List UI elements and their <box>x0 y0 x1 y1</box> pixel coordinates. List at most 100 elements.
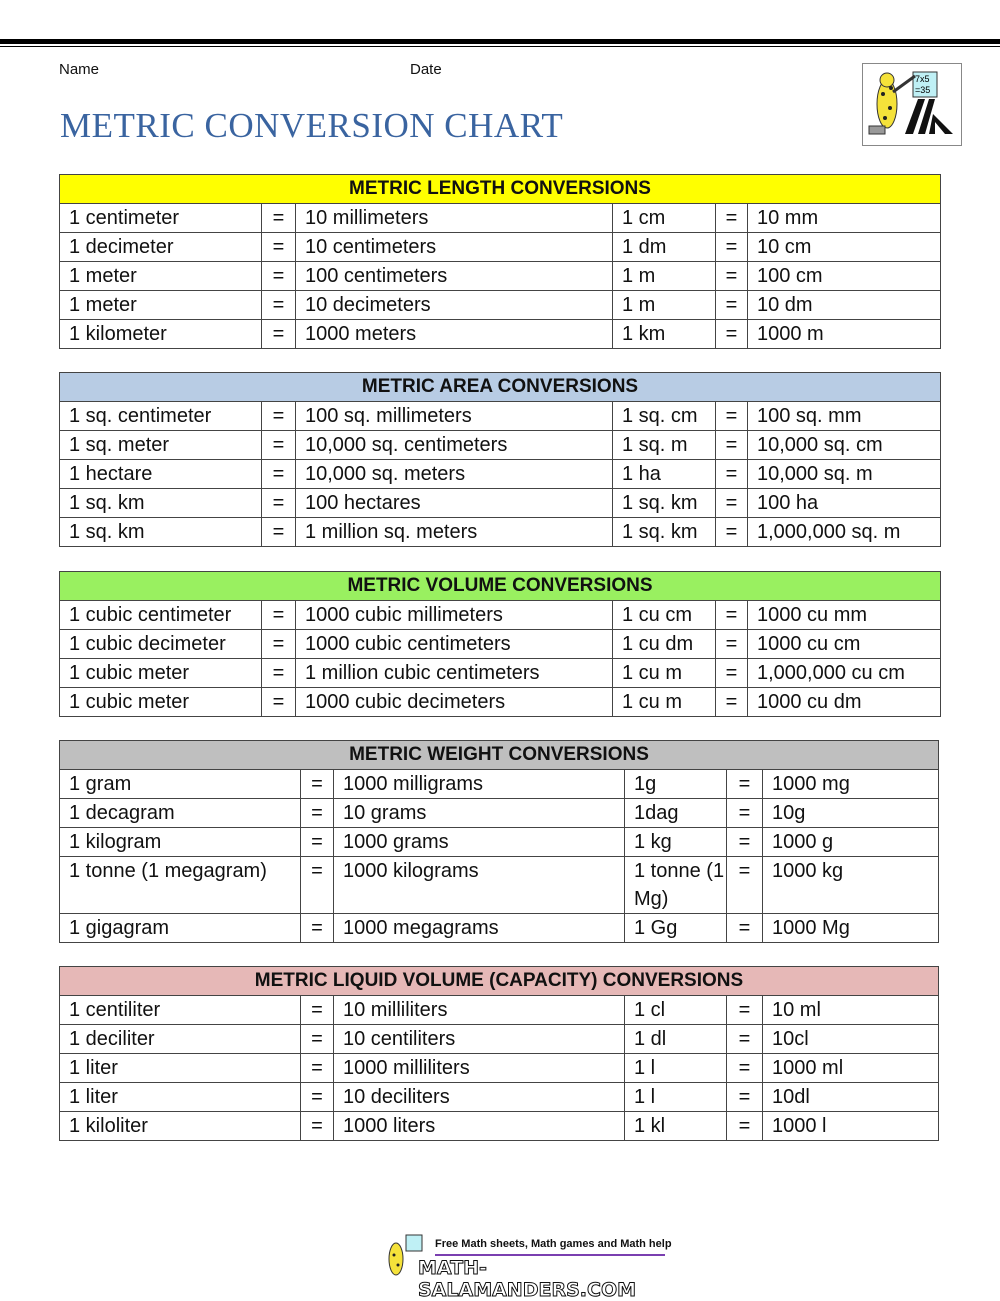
cell-abbrev-equivalent: 10,000 sq. m <box>747 459 941 489</box>
cell-abbrev: 1 cu m <box>612 658 716 688</box>
conversion-table: METRIC AREA CONVERSIONS 1 sq. centimeter =… <box>59 372 941 547</box>
cell-equals: = <box>726 827 763 857</box>
cell-abbrev: 1 km <box>612 319 716 349</box>
cell-abbrev: 1 tonne (1 Mg) <box>624 856 727 914</box>
cell-equals: = <box>715 600 748 630</box>
cell-unit: 1 decagram <box>59 798 301 828</box>
cell-equals: = <box>726 798 763 828</box>
table-row: 1 centimeter = 10 millimeters 1 cm = 10 mm <box>59 203 941 233</box>
cell-equals: = <box>300 1082 334 1112</box>
table-row: 1 decimeter = 10 centimeters 1 dm = 10 cm <box>59 232 941 262</box>
table-row: 1 kilogram = 1000 grams 1 kg = 1000 g <box>59 827 939 857</box>
cell-equals: = <box>261 401 296 431</box>
cell-equivalent: 10 centimeters <box>295 232 613 262</box>
cell-equals: = <box>715 401 748 431</box>
cell-equals: = <box>715 203 748 233</box>
cell-equals: = <box>261 658 296 688</box>
conversion-table: METRIC VOLUME CONVERSIONS 1 cubic centime… <box>59 571 941 717</box>
cell-abbrev-equivalent: 10 ml <box>762 995 939 1025</box>
cell-equivalent: 10 grams <box>333 798 625 828</box>
cell-unit: 1 cubic decimeter <box>59 629 262 659</box>
cell-equals: = <box>715 517 748 547</box>
cell-equals: = <box>715 459 748 489</box>
cell-equivalent: 10 millimeters <box>295 203 613 233</box>
cell-equals: = <box>300 1053 334 1083</box>
cell-abbrev: 1 sq. m <box>612 430 716 460</box>
cell-abbrev-equivalent: 1000 m <box>747 319 941 349</box>
salamander-logo: 7x5 =35 <box>862 63 962 146</box>
cell-abbrev-equivalent: 10,000 sq. cm <box>747 430 941 460</box>
cell-abbrev: 1 cl <box>624 995 727 1025</box>
cell-equals: = <box>261 319 296 349</box>
cell-equivalent: 1000 megagrams <box>333 913 625 943</box>
cell-unit: 1 centimeter <box>59 203 262 233</box>
cell-equivalent: 10 decimeters <box>295 290 613 320</box>
cell-equivalent: 1000 liters <box>333 1111 625 1141</box>
cell-abbrev-equivalent: 10cl <box>762 1024 939 1054</box>
cell-abbrev-equivalent: 1000 Mg <box>762 913 939 943</box>
cell-unit: 1 kilogram <box>59 827 301 857</box>
cell-abbrev-equivalent: 100 ha <box>747 488 941 518</box>
cell-unit: 1 deciliter <box>59 1024 301 1054</box>
svg-text:7x5: 7x5 <box>915 74 930 84</box>
cell-abbrev: 1 sq. cm <box>612 401 716 431</box>
cell-abbrev-equivalent: 10dl <box>762 1082 939 1112</box>
cell-abbrev-equivalent: 1000 g <box>762 827 939 857</box>
cell-equals: = <box>715 261 748 291</box>
table-row: 1 meter = 10 decimeters 1 m = 10 dm <box>59 290 941 320</box>
cell-equals: = <box>261 517 296 547</box>
table-row: 1 cubic centimeter = 1000 cubic millimeter… <box>59 600 941 630</box>
cell-abbrev-equivalent: 1,000,000 sq. m <box>747 517 941 547</box>
cell-unit: 1 cubic meter <box>59 687 262 717</box>
cell-equivalent: 1000 cubic centimeters <box>295 629 613 659</box>
table-row: 1 decagram = 10 grams 1dag = 10g <box>59 798 939 828</box>
cell-equals: = <box>300 913 334 943</box>
cell-equals: = <box>726 1024 763 1054</box>
table-row: 1 cubic decimeter = 1000 cubic centimeters… <box>59 629 941 659</box>
cell-abbrev: 1 dm <box>612 232 716 262</box>
table-title: METRIC AREA CONVERSIONS <box>59 372 941 402</box>
cell-equals: = <box>715 319 748 349</box>
cell-equals: = <box>726 856 763 914</box>
cell-abbrev: 1 m <box>612 290 716 320</box>
cell-equivalent: 1 million sq. meters <box>295 517 613 547</box>
cell-equivalent: 100 centimeters <box>295 261 613 291</box>
cell-equivalent: 100 hectares <box>295 488 613 518</box>
conversion-table: METRIC LIQUID VOLUME (CAPACITY) CONVERSI… <box>59 966 939 1141</box>
cell-unit: 1 gram <box>59 769 301 799</box>
table-title: METRIC VOLUME CONVERSIONS <box>59 571 941 601</box>
table-row: 1 hectare = 10,000 sq. meters 1 ha = 10,000 s… <box>59 459 941 489</box>
table-row: 1 liter = 10 deciliters 1 l = 10dl <box>59 1082 939 1112</box>
cell-unit: 1 meter <box>59 261 262 291</box>
salamander-footer-icon <box>388 1234 423 1276</box>
cell-equivalent: 1000 meters <box>295 319 613 349</box>
table-row: 1 meter = 100 centimeters 1 m = 100 cm <box>59 261 941 291</box>
cell-abbrev: 1 Gg <box>624 913 727 943</box>
table-row: 1 cubic meter = 1 million cubic centimeter… <box>59 658 941 688</box>
cell-equivalent: 100 sq. millimeters <box>295 401 613 431</box>
cell-equals: = <box>726 1053 763 1083</box>
table-title: METRIC LENGTH CONVERSIONS <box>59 174 941 204</box>
cell-unit: 1 sq. km <box>59 517 262 547</box>
cell-abbrev: 1dag <box>624 798 727 828</box>
cell-equivalent: 1000 cubic millimeters <box>295 600 613 630</box>
cell-equivalent: 1 million cubic centimeters <box>295 658 613 688</box>
table-row: 1 kiloliter = 1000 liters 1 kl = 1000 l <box>59 1111 939 1141</box>
table-row: 1 tonne (1 megagram) = 1000 kilograms 1 ton… <box>59 856 939 914</box>
cell-unit: 1 cubic centimeter <box>59 600 262 630</box>
page-title: METRIC CONVERSION CHART <box>60 106 564 145</box>
cell-abbrev: 1 kg <box>624 827 727 857</box>
cell-equals: = <box>726 1082 763 1112</box>
cell-abbrev-equivalent: 1000 ml <box>762 1053 939 1083</box>
table-row: 1 sq. meter = 10,000 sq. centimeters 1 sq. … <box>59 430 941 460</box>
cell-abbrev-equivalent: 1000 cu mm <box>747 600 941 630</box>
conversion-table: METRIC LENGTH CONVERSIONS 1 centimeter = 10… <box>59 174 941 349</box>
cell-abbrev-equivalent: 10 mm <box>747 203 941 233</box>
top-rule-thin <box>0 46 1000 47</box>
cell-equivalent: 10 deciliters <box>333 1082 625 1112</box>
cell-unit: 1 gigagram <box>59 913 301 943</box>
cell-abbrev-equivalent: 100 cm <box>747 261 941 291</box>
cell-unit: 1 cubic meter <box>59 658 262 688</box>
cell-equivalent: 1000 milliliters <box>333 1053 625 1083</box>
cell-abbrev: 1 l <box>624 1082 727 1112</box>
